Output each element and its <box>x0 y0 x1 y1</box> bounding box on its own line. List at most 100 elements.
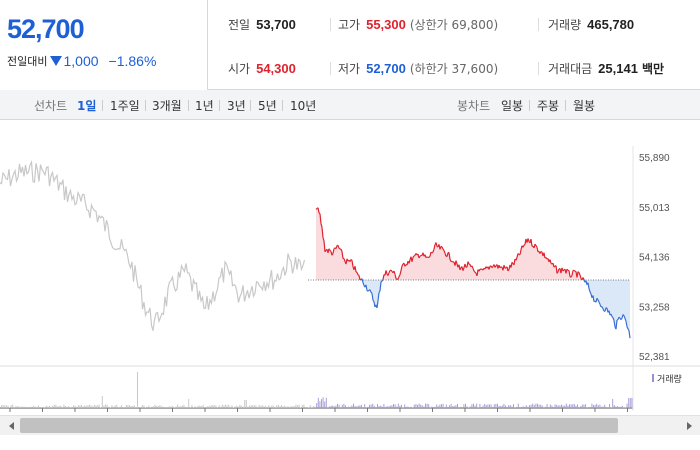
volume-bar <box>386 406 388 408</box>
volume-bar <box>261 405 263 408</box>
today-up-segment <box>411 257 414 262</box>
volume-bar <box>516 406 518 408</box>
today-up-segment <box>441 246 444 250</box>
volume-bar <box>367 406 369 408</box>
today-up-segment <box>569 276 572 278</box>
low-value: 52,700 <box>366 61 406 76</box>
volume-bar <box>101 396 103 408</box>
amount-unit: 백만 <box>641 62 665 76</box>
today-down-segment <box>620 317 623 320</box>
volume-bar <box>162 406 164 408</box>
volume-bar <box>122 407 124 408</box>
volume-bar <box>321 399 322 408</box>
volume-bar <box>524 406 526 408</box>
period-tab-3m[interactable]: 3개월 <box>152 99 182 113</box>
volume-bar <box>580 406 582 408</box>
high-price: 고가 55,300 (상한가 69,800) <box>338 16 498 33</box>
scroll-left-arrow-icon[interactable] <box>4 418 18 433</box>
volume-bar <box>513 404 514 408</box>
period-tab-1d[interactable]: 1일 <box>77 99 97 113</box>
volume-bar <box>157 405 159 408</box>
volume-bar <box>23 406 25 408</box>
volume-bar <box>517 403 519 408</box>
volume-bar <box>623 407 625 408</box>
change-amount: 1,000 <box>63 53 99 69</box>
volume-bar <box>287 406 289 408</box>
today-up-segment <box>540 250 543 253</box>
volume-bar <box>433 407 434 408</box>
volume-bar <box>61 407 63 408</box>
period-tab-5y[interactable]: 5년 <box>258 99 277 113</box>
volume-bar <box>121 405 122 408</box>
volume-bar <box>620 406 622 408</box>
volume-bar <box>69 407 71 408</box>
volume-bar <box>345 405 346 408</box>
today-up-segment <box>476 269 479 276</box>
today-up-segment <box>566 268 569 271</box>
volume-bar <box>532 403 534 408</box>
volume-bar <box>500 406 502 408</box>
today-down-segment <box>372 299 375 303</box>
volume-bar <box>546 403 548 408</box>
today-up-segment <box>419 254 422 257</box>
volume-bar <box>439 404 441 408</box>
candle-tab-weekly[interactable]: 주봉 <box>537 99 560 113</box>
volume-bar <box>245 400 247 408</box>
today-up-segment <box>444 253 447 257</box>
candle-tab-daily[interactable]: 일봉 <box>501 99 524 113</box>
today-down-segment <box>381 279 384 282</box>
today-down-segment <box>362 282 365 286</box>
volume-bar <box>29 406 31 408</box>
volume-label: 거래량 <box>548 18 582 32</box>
volume-bar <box>589 407 591 408</box>
today-up-segment <box>341 251 344 259</box>
today-down-segment <box>367 289 370 292</box>
period-tab-1w[interactable]: 1주일 <box>110 99 140 113</box>
volume-bar <box>533 404 535 408</box>
volume-bar <box>481 406 482 408</box>
candle-tab-monthly[interactable]: 월봉 <box>573 99 596 113</box>
volume-bar <box>407 406 409 408</box>
today-up-segment <box>513 258 516 265</box>
volume-bar <box>172 405 174 408</box>
volume-bar <box>169 406 170 408</box>
y-tick-label: 52,381 <box>639 352 670 363</box>
volume-bar <box>530 404 532 408</box>
volume-bar <box>137 372 138 408</box>
volume-bar <box>212 405 214 408</box>
today-up-segment <box>553 265 556 268</box>
today-up-segment <box>556 271 559 274</box>
upper-limit: (상한가 69,800) <box>409 18 499 32</box>
scroll-right-arrow-icon[interactable] <box>682 418 696 433</box>
volume-bar <box>153 406 154 408</box>
volume-bar <box>341 404 343 408</box>
divider <box>330 18 331 31</box>
today-up-segment <box>395 278 398 280</box>
volume-bar <box>221 404 223 408</box>
period-tab-1y[interactable]: 1년 <box>195 99 214 113</box>
today-up-segment <box>398 274 401 277</box>
volume-bar <box>93 404 95 408</box>
today-up-segment <box>415 253 418 256</box>
period-tab-3y[interactable]: 3년 <box>227 99 246 113</box>
volume-bar <box>554 404 556 408</box>
price-chart[interactable]: 55,890 55,013 54,136 53,258 52,381 거래량 <box>0 121 700 450</box>
scrollbar-thumb[interactable] <box>20 418 618 433</box>
today-down-segment <box>604 307 607 312</box>
volume-bar <box>105 404 106 408</box>
today-down-segment <box>626 326 629 330</box>
volume-bar <box>537 403 538 408</box>
amount-label: 거래대금 <box>548 62 593 76</box>
volume-bar <box>361 404 362 408</box>
volume-bar <box>241 405 242 408</box>
prev-close-label: 전일 <box>228 18 251 32</box>
volume-bar <box>20 407 22 408</box>
volume-bar <box>271 405 273 408</box>
period-tab-10y[interactable]: 10년 <box>290 99 317 113</box>
volume-bar <box>607 407 609 408</box>
volume-bar <box>297 405 298 408</box>
volume-bar <box>252 405 254 408</box>
divider <box>188 100 189 111</box>
today-up-segment <box>503 265 506 269</box>
volume-bar <box>173 407 175 408</box>
